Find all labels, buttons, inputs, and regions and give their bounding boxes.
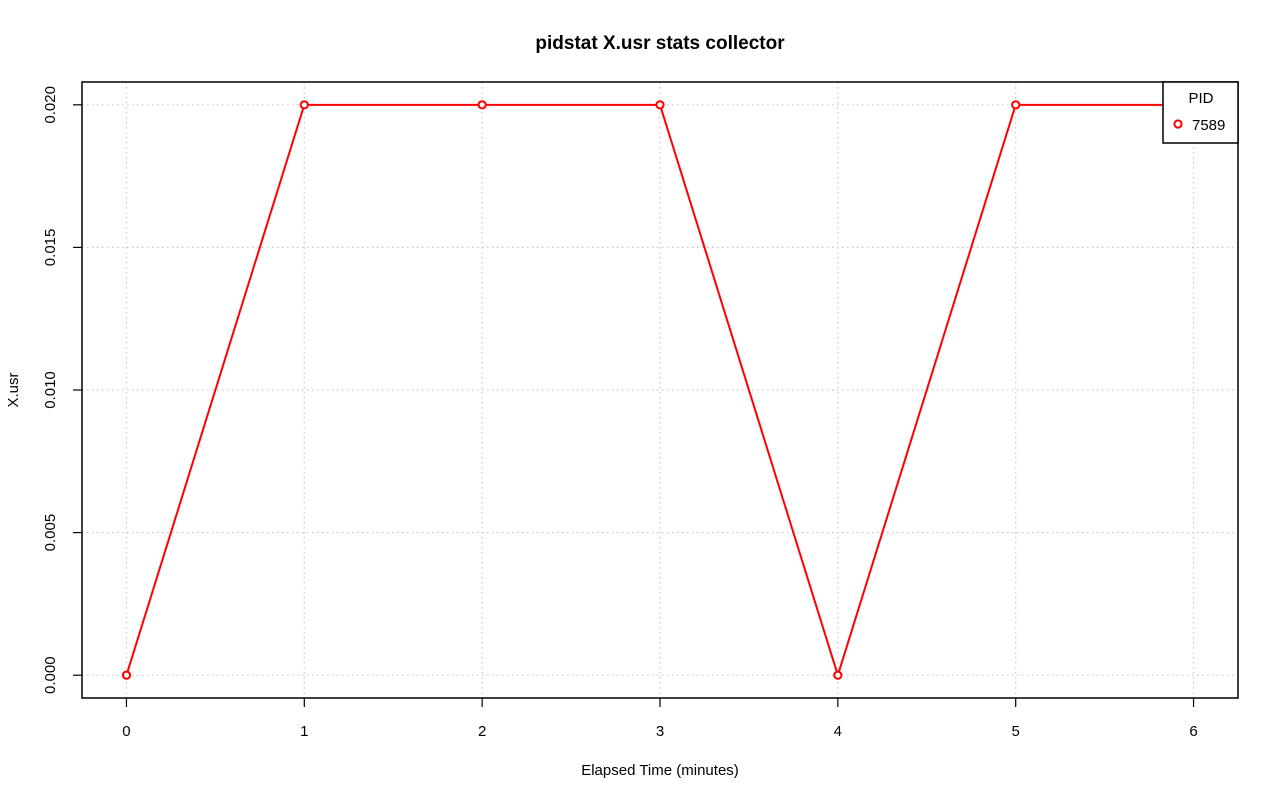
legend-marker <box>1173 119 1183 129</box>
x-tick-label: 3 <box>656 723 664 740</box>
y-axis-label: X.usr <box>5 372 22 407</box>
x-tick-label: 5 <box>1012 723 1020 740</box>
data-point <box>833 670 843 680</box>
data-point <box>299 100 309 110</box>
x-tick-label: 4 <box>834 723 842 740</box>
y-axis: 0.000 0.005 0.010 0.015 0.020 <box>42 86 82 694</box>
grid-layer <box>82 82 1238 698</box>
y-tick-label: 0.010 <box>42 371 59 409</box>
legend-title: PID <box>1188 90 1213 107</box>
data-point <box>655 100 665 110</box>
y-tick-label: 0.020 <box>42 86 59 124</box>
plot-frame <box>81 81 1239 699</box>
chart-title: pidstat X.usr stats collector <box>535 33 785 54</box>
x-axis: 0 1 2 3 4 5 6 <box>122 698 1198 740</box>
y-tick-label: 0.005 <box>42 514 59 552</box>
legend: PID 7589 <box>1162 81 1239 144</box>
x-tick-label: 2 <box>478 723 486 740</box>
y-tick-label: 0.015 <box>42 229 59 267</box>
data-point <box>121 670 132 680</box>
x-axis-label: Elapsed Time (minutes) <box>581 762 739 779</box>
data-point <box>1011 100 1021 110</box>
x-tick-label: 1 <box>300 723 308 740</box>
y-tick-label: 0.000 <box>42 656 59 694</box>
data-point <box>477 100 487 110</box>
series-layer <box>121 100 1199 680</box>
legend-box <box>1162 81 1239 144</box>
x-tick-label: 6 <box>1189 723 1197 740</box>
x-tick-label: 0 <box>122 723 130 740</box>
legend-entry-label: 7589 <box>1192 117 1225 134</box>
